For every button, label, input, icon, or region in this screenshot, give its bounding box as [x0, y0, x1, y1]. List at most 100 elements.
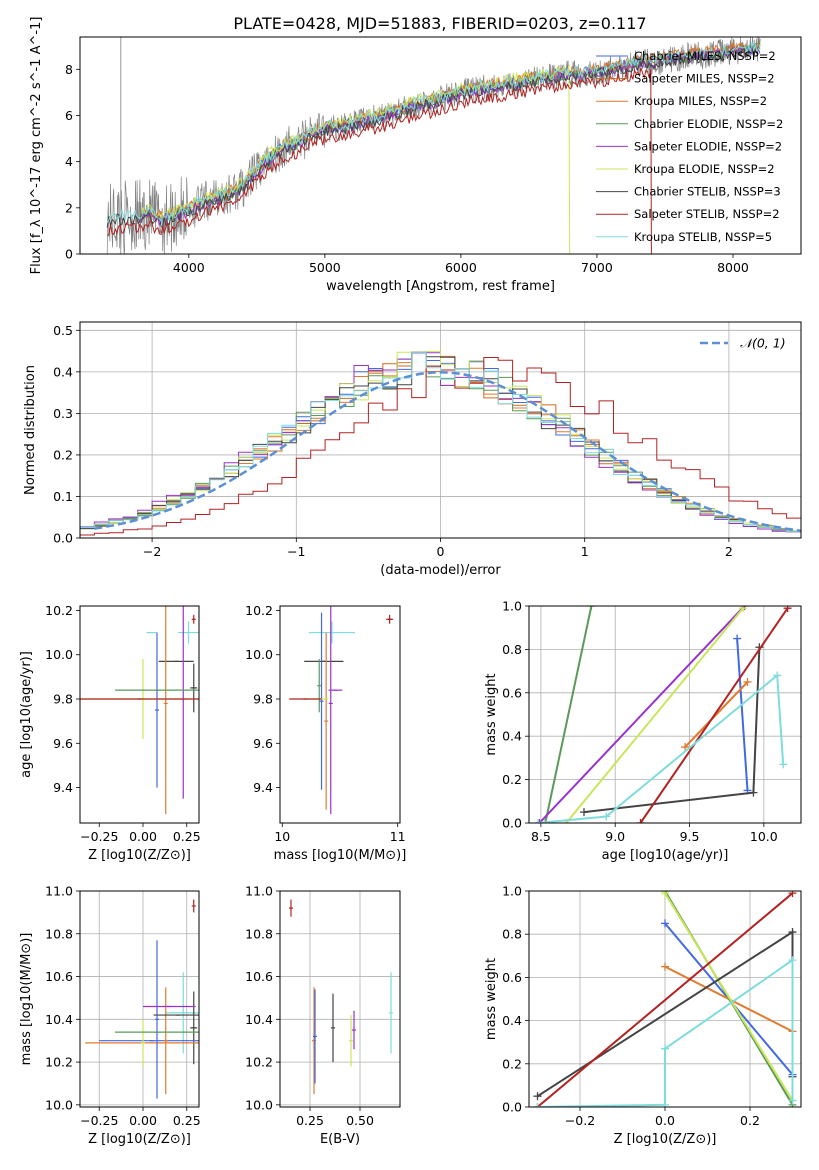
mass-vs-Z-ytick-label: 10.8	[45, 926, 73, 941]
mass-vs-Z-xtick-label: 0.25	[173, 1113, 201, 1128]
massweight-vs-age-ylabel: mass weight	[484, 673, 499, 755]
spectrum-xtick-label: 8000	[717, 260, 749, 275]
massweight-vs-age-series-point-1-1	[743, 677, 752, 686]
massweight-vs-age-series-point-7-2	[773, 671, 782, 680]
legend-label-kroupa_stelib: Kroupa STELIB, NSSP=5	[634, 230, 772, 244]
massweight-vs-age-series-point-2-0	[541, 819, 550, 823]
massweight-vs-Z-series-line-5	[536, 892, 794, 1107]
legend-label-kroupa_miles: Kroupa MILES, NSSP=2	[634, 94, 767, 108]
mass-vs-EBV-xtick-label: 0.50	[346, 1113, 374, 1128]
residuals-ylabel: Normed distribution	[23, 365, 38, 495]
residuals-ytick-label: 0.3	[53, 406, 73, 421]
age-vs-Z-ytick-label: 9.4	[53, 780, 73, 795]
age-vs-mass-ytick-label: 10.0	[245, 647, 273, 662]
residuals-xtick-label: 0	[437, 544, 445, 559]
massweight-vs-Z-series-point-6-3	[788, 956, 797, 965]
massweight-vs-age-series-line-0	[736, 638, 749, 791]
legend-label-gaussian: 𝒩(0, 1)	[740, 336, 786, 351]
massweight-vs-age-xtick-label: 9.0	[605, 829, 625, 844]
spectrum-xtick-label: 4000	[173, 260, 205, 275]
spectrum-frame	[79, 36, 802, 255]
residuals-ytick-label: 0.0	[53, 531, 73, 546]
massweight-vs-Z-ylabel: mass weight	[484, 958, 499, 1040]
residual-histogram-kroupa_elodie	[80, 350, 801, 532]
massweight-vs-Z-ytick-label: 0.8	[502, 927, 522, 942]
massweight-vs-age-xtick-label: 8.5	[531, 829, 551, 844]
massweight-vs-age-series-point-0-0	[733, 634, 742, 643]
age-vs-mass-xlabel: mass [log10(M/M⊙)]	[274, 848, 407, 863]
massweight-vs-age-series-point-7-1	[602, 812, 611, 821]
massweight-vs-age-ytick-label: 1.0	[502, 599, 522, 614]
legend-label-salpeter_miles: Salpeter MILES, NSSP=2	[634, 72, 775, 86]
massweight-vs-Z-xtick-label: 0.2	[740, 1113, 760, 1128]
chart-massweight-vs-Z: −0.2 0.0 0.2 0.0 0.2 0.4 0.6 0.8 1.0 mass weight Z…	[484, 884, 802, 1147]
massweight-vs-age-series-point-5-0	[579, 808, 588, 817]
age-vs-Z-ytick-label: 9.8	[53, 692, 73, 707]
legend-label-kroupa_elodie: Kroupa ELODIE, NSSP=2	[634, 162, 775, 176]
massweight-vs-age-plot-area	[533, 606, 792, 823]
massweight-vs-age-ytick-label: 0.4	[502, 729, 522, 744]
massweight-vs-age-series-line-3	[538, 606, 746, 823]
mass-vs-Z-ytick-label: 10.0	[45, 1097, 73, 1112]
age-vs-mass-ytick-label: 9.6	[253, 736, 273, 751]
spectrum-ytick-label: 4	[65, 154, 73, 169]
spectrum-ytick-label: 8	[65, 62, 73, 77]
age-vs-Z-xtick-label: −0.25	[80, 829, 118, 844]
residuals-xtick-label: 2	[725, 544, 733, 559]
age-vs-Z-ylabel: age [log10(age/yr)]	[19, 651, 34, 778]
massweight-vs-age-series-line-2	[544, 606, 593, 823]
spectrum-plot-area	[106, 37, 761, 254]
mass-vs-Z-xtick-label: 0.00	[129, 1113, 157, 1128]
mass-vs-Z-xlabel: Z [log10(Z/Z⊙)]	[88, 1132, 191, 1147]
age-vs-Z-xtick-label: 0.25	[173, 829, 201, 844]
age-vs-Z-ytick-label: 10.0	[45, 647, 73, 662]
massweight-vs-age-series-line-7	[537, 673, 785, 823]
massweight-vs-Z-xlabel: Z [log10(Z/Z⊙)]	[614, 1132, 717, 1147]
spectrum-model-line-kroupa_elodie	[140, 64, 571, 254]
massweight-vs-Z-series-point-4-1	[788, 928, 797, 937]
residuals-frame	[79, 321, 802, 539]
massweight-vs-age-xlabel: age [log10(age/yr)]	[602, 848, 729, 863]
chart-residuals: −2 −1 0 1 2 0.0 0.1 0.2 0.3 0.4 0.5 𝒩(0, 1) Normed d…	[23, 321, 802, 578]
massweight-vs-age-series-line-6	[639, 607, 789, 823]
legend-label-salpeter_elodie: Salpeter ELODIE, NSSP=2	[634, 139, 782, 153]
legend-label-chabrier_stelib: Chabrier STELIB, NSSP=3	[634, 185, 781, 199]
residuals-ytick-label: 0.5	[53, 323, 73, 338]
mass-vs-Z-ylabel: mass [log10(M/M⊙)]	[19, 933, 34, 1066]
massweight-vs-age-xtick-label: 10.0	[750, 829, 778, 844]
mass-vs-Z-ytick-label: 10.6	[45, 969, 73, 984]
mass-vs-Z-ytick-label: 11.0	[45, 884, 73, 899]
mass-vs-EBV-ytick-label: 10.0	[245, 1097, 273, 1112]
residuals-ytick-label: 0.1	[53, 489, 73, 504]
age-vs-mass-ytick-label: 9.8	[253, 692, 273, 707]
spectrum-xtick-label: 6000	[445, 260, 477, 275]
chart-massweight-vs-age: 8.5 9.0 9.5 10.0 0.0 0.2 0.4 0.6 0.8 1.0 mass weig…	[484, 599, 802, 863]
age-vs-Z-ytick-label: 10.2	[45, 603, 73, 618]
massweight-vs-age-series-point-6-1	[783, 606, 792, 613]
age-vs-mass-frame	[279, 605, 401, 824]
spectrum-xtick-label: 7000	[581, 260, 613, 275]
age-vs-mass-plot-area	[289, 606, 394, 815]
spectrum-xlabel: wavelength [Angstrom, rest frame]	[326, 279, 555, 294]
mass-vs-EBV-ytick-label: 10.2	[245, 1055, 273, 1070]
massweight-vs-age-series-point-7-0	[533, 819, 542, 823]
spectrum-model-line-kroupa_stelib	[106, 41, 761, 224]
residuals-xlabel: (data-model)/error	[380, 563, 501, 578]
chart-mass-vs-EBV: 0.25 0.50 10.0 10.2 10.4 10.6 10.8 11.0 E(B-V)	[245, 884, 401, 1147]
residuals-xtick-label: −2	[143, 544, 161, 559]
residuals-plot-area	[80, 350, 801, 536]
massweight-vs-Z-ytick-label: 1.0	[502, 884, 522, 899]
massweight-vs-Z-series-point-6-1	[661, 1100, 669, 1107]
mass-vs-EBV-ytick-label: 10.8	[245, 926, 273, 941]
spectrum-ytick-label: 6	[65, 108, 73, 123]
age-vs-Z-frame	[79, 605, 200, 824]
age-vs-Z-xlabel: Z [log10(Z/Z⊙)]	[88, 848, 191, 863]
massweight-vs-age-series-line-5	[583, 647, 761, 814]
spectrum-ytick-label: 0	[65, 247, 73, 262]
massweight-vs-age-series-point-7-3	[779, 760, 788, 769]
massweight-vs-Z-xtick-label: −0.2	[565, 1113, 595, 1128]
massweight-vs-Z-series-point-6-2	[661, 1044, 669, 1053]
massweight-vs-Z-series-point-6-0	[533, 1103, 542, 1107]
massweight-vs-age-series-line-4	[565, 607, 744, 823]
mass-vs-Z-frame	[79, 890, 200, 1108]
